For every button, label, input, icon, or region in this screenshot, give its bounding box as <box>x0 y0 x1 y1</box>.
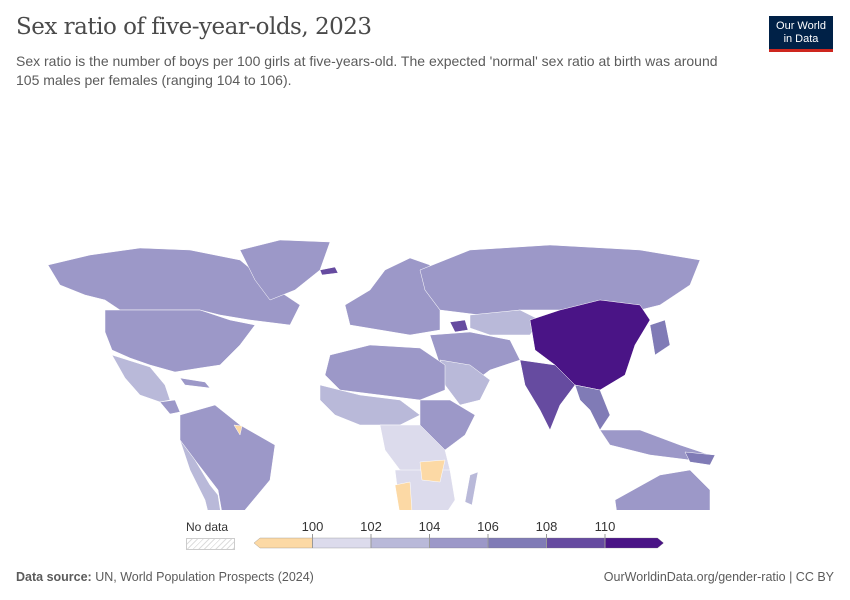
region-usa[interactable] <box>104 309 256 373</box>
legend-bin[interactable] <box>546 537 606 549</box>
region-papua-new-guinea[interactable] <box>684 451 716 466</box>
region-french-guiana[interactable] <box>233 424 243 436</box>
owid-logo[interactable]: Our World in Data <box>769 16 833 52</box>
region-north-africa[interactable] <box>324 344 446 401</box>
chart-title: Sex ratio of five-year-olds, 2023 <box>16 14 372 40</box>
world-map <box>47 239 716 510</box>
logo-line1: Our World <box>776 20 826 32</box>
region-china[interactable] <box>529 299 651 391</box>
legend-tick-label: 100 <box>302 519 324 534</box>
legend-tick-label: 104 <box>419 519 441 534</box>
source-link[interactable]: OurWorldinData.org/gender-ratio | CC BY <box>603 570 834 584</box>
source-text[interactable]: UN, World Population Prospects (2024) <box>95 570 314 584</box>
legend-bin[interactable] <box>487 537 547 549</box>
legend-no-data-label: No data <box>186 520 229 534</box>
region-south-america-west[interactable] <box>179 439 235 510</box>
chart-subtitle: Sex ratio is the number of boys per 100 … <box>16 53 718 88</box>
region-iceland[interactable] <box>319 266 339 276</box>
data-source: Data source: UN, World Population Prospe… <box>16 570 314 584</box>
legend-tick-label: 110 <box>595 519 616 534</box>
region-india[interactable] <box>519 359 576 431</box>
region-southeast-asia[interactable] <box>574 384 611 431</box>
region-mexico[interactable] <box>111 354 171 403</box>
region-australia[interactable] <box>614 469 711 510</box>
region-caribbean[interactable] <box>179 377 211 389</box>
source-label: Data source: <box>16 570 92 584</box>
region-canada[interactable] <box>47 247 301 326</box>
legend-bin[interactable] <box>429 537 489 549</box>
region-russia[interactable] <box>419 244 701 316</box>
region-madagascar[interactable] <box>464 471 479 506</box>
legend-tick-label: 102 <box>360 519 382 534</box>
region-caucasus[interactable] <box>449 319 469 333</box>
legend-tick-label: 106 <box>477 519 499 534</box>
legend-no-data-swatch[interactable] <box>186 538 235 550</box>
legend-bin[interactable] <box>253 537 313 549</box>
region-zambia-zimbabwe[interactable] <box>419 459 446 483</box>
legend-tick-label: 108 <box>536 519 558 534</box>
region-namibia[interactable] <box>394 481 413 510</box>
region-japan-korea[interactable] <box>649 319 671 356</box>
region-greenland[interactable] <box>239 239 331 301</box>
legend-bin[interactable] <box>312 537 372 549</box>
region-south-america-north[interactable] <box>179 404 276 510</box>
region-central-america[interactable] <box>159 399 181 415</box>
color-legend: 100 102 104 106 108 110 <box>253 519 664 549</box>
region-kazakhstan[interactable] <box>469 309 541 336</box>
legend-bin[interactable] <box>370 537 430 549</box>
logo-line2: in Data <box>783 33 819 45</box>
legend-bin[interactable] <box>604 537 664 549</box>
